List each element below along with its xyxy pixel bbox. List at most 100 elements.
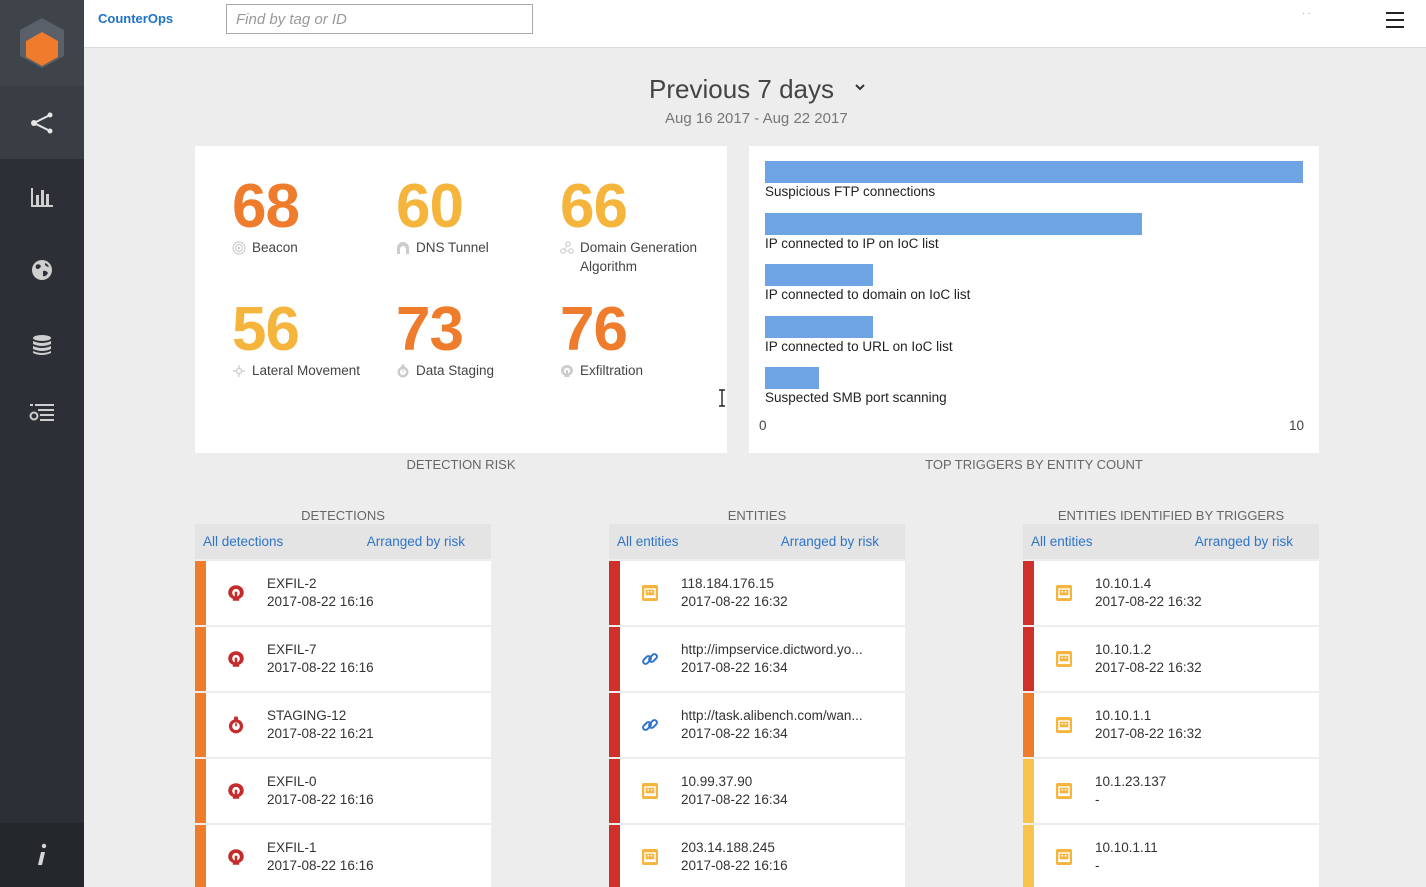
list-item[interactable]: 10.10.1.1 2017-08-22 16:32 (1023, 693, 1319, 757)
list-item[interactable]: STAGING-12 2017-08-22 16:21 (195, 693, 491, 757)
list-item[interactable]: EXFIL-0 2017-08-22 16:16 (195, 759, 491, 823)
list-item[interactable]: 203.14.188.245 2017-08-22 16:16 (609, 825, 905, 887)
item-timestamp: 2017-08-22 16:32 (1095, 660, 1202, 675)
item-timestamp: 2017-08-22 16:32 (681, 594, 788, 609)
info-button[interactable] (0, 823, 84, 887)
nav-item-charts[interactable] (0, 160, 84, 233)
chart-bar[interactable] (765, 161, 1303, 183)
globe-icon (32, 259, 52, 280)
risk-score: 76 (560, 295, 628, 364)
host-icon (641, 782, 659, 800)
detection-risk-caption: DETECTION RISK (406, 457, 516, 472)
host-icon (1055, 584, 1073, 602)
risk-label: Data Staging (396, 361, 536, 380)
risk-tile-lateral-movement[interactable]: 56 Lateral Movement (232, 299, 372, 380)
list-item[interactable]: EXFIL-7 2017-08-22 16:16 (195, 627, 491, 691)
item-timestamp: - (1095, 858, 1100, 873)
top-triggers-caption: TOP TRIGGERS BY ENTITY COUNT (925, 457, 1143, 472)
list-item[interactable]: 118.184.176.15 2017-08-22 16:32 (609, 561, 905, 625)
list-item[interactable]: EXFIL-1 2017-08-22 16:16 (195, 825, 491, 887)
list-item[interactable]: 10.1.23.137 - (1023, 759, 1319, 823)
item-title: 10.99.37.90 (681, 774, 753, 789)
list-item[interactable]: 10.10.1.4 2017-08-22 16:32 (1023, 561, 1319, 625)
chart-bar-label: Suspicious FTP connections (765, 184, 936, 199)
risk-score: 60 (396, 172, 464, 241)
host-icon (641, 584, 659, 602)
link-icon (641, 650, 659, 668)
sidebar (0, 0, 84, 887)
chart-bar[interactable] (765, 264, 873, 286)
risk-tile-dns-tunnel[interactable]: 60 DNS Tunnel (396, 176, 536, 257)
item-timestamp: 2017-08-22 16:34 (681, 660, 788, 675)
chart-bar[interactable] (765, 212, 1142, 235)
item-timestamp: 2017-08-22 16:32 (1095, 594, 1202, 609)
chart-bar-label: IP connected to IP on IoC list (765, 235, 939, 251)
list-item[interactable]: 10.10.1.11 - (1023, 825, 1319, 887)
list-detections: All detections Arranged by risk EXFIL-2 201… (195, 524, 491, 887)
item-timestamp: - (1095, 792, 1100, 807)
item-title: STAGING-12 (267, 708, 347, 723)
item-title: http://impservice.dictword.yo... (681, 642, 863, 657)
list-header: All detections Arranged by risk (195, 524, 491, 559)
staging-icon (396, 361, 416, 378)
link-icon (641, 716, 659, 734)
exfil-icon (227, 650, 245, 668)
search-input[interactable] (226, 4, 533, 34)
risk-tile-data-staging[interactable]: 73 Data Staging (396, 299, 536, 380)
bar-chart-icon (31, 187, 53, 207)
menu-icon[interactable] (1386, 12, 1404, 28)
nav-item-database[interactable] (0, 308, 84, 381)
all-link[interactable]: All detections (203, 534, 284, 549)
risk-stripe (609, 627, 620, 691)
risk-stripe (195, 759, 206, 823)
host-icon (1055, 782, 1073, 800)
item-title: 10.10.1.2 (1095, 642, 1152, 657)
item-title: 10.1.23.137 (1095, 774, 1167, 789)
risk-stripe (609, 693, 620, 757)
sort-link[interactable]: Arranged by risk (1194, 534, 1293, 549)
tunnel-icon (396, 238, 416, 255)
nav-item-rules[interactable] (0, 376, 84, 449)
share-nodes-icon (31, 112, 53, 133)
risk-stripe (609, 825, 620, 887)
period-selector[interactable]: Previous 7 days (649, 74, 834, 104)
list-item[interactable]: EXFIL-2 2017-08-22 16:16 (195, 561, 491, 625)
list-caption: ENTITIES IDENTIFIED BY TRIGGERS (1057, 508, 1285, 523)
nav-item-graph[interactable] (0, 86, 84, 159)
chart-bar[interactable] (765, 315, 873, 338)
network-icon (560, 238, 580, 255)
brand-name[interactable]: CounterOps (98, 11, 174, 26)
list-entities-identified-by-triggers: All entities Arranged by risk 10.10.1.4 201… (1023, 524, 1319, 887)
sort-link[interactable]: Arranged by risk (366, 534, 465, 549)
risk-stripe (1023, 825, 1034, 887)
database-icon (33, 334, 51, 355)
item-timestamp: 2017-08-22 16:16 (267, 594, 374, 609)
risk-tile-exfiltration[interactable]: 76 Exfiltration (560, 299, 700, 380)
list-header: All entities Arranged by risk (1023, 524, 1319, 559)
item-timestamp: 2017-08-22 16:34 (681, 792, 788, 807)
risk-tile-beacon[interactable]: 68 Beacon (232, 176, 372, 257)
risk-label: Beacon (232, 238, 372, 257)
item-timestamp: 2017-08-22 16:34 (681, 726, 788, 741)
chart-bar[interactable] (765, 367, 819, 389)
all-link[interactable]: All entities (1031, 534, 1093, 549)
item-title: EXFIL-0 (267, 774, 317, 789)
list-item[interactable]: 10.10.1.2 2017-08-22 16:32 (1023, 627, 1319, 691)
risk-stripe (195, 825, 206, 887)
item-timestamp: 2017-08-22 16:21 (267, 726, 374, 741)
chevron-down-icon[interactable] (854, 82, 866, 92)
item-title: EXFIL-7 (267, 642, 317, 657)
item-timestamp: 2017-08-22 16:16 (267, 792, 374, 807)
sort-link[interactable]: Arranged by risk (780, 534, 879, 549)
chart-bar-label: Suspected SMB port scanning (765, 390, 947, 405)
list-item[interactable]: http://impservice.dictword.yo... 2017-08-… (609, 627, 905, 691)
risk-score: 66 (560, 172, 628, 241)
risk-stripe (1023, 627, 1034, 691)
all-link[interactable]: All entities (617, 534, 679, 549)
exfil-icon (227, 782, 245, 800)
risk-tile-domain-generation-algorithm[interactable]: 66 Domain Generation Algorithm (560, 176, 710, 276)
list-item[interactable]: 10.99.37.90 2017-08-22 16:34 (609, 759, 905, 823)
list-item[interactable]: http://task.alibench.com/wan... 2017-08-2… (609, 693, 905, 757)
app-logo[interactable] (0, 0, 84, 86)
nav-item-globe[interactable] (0, 233, 84, 306)
